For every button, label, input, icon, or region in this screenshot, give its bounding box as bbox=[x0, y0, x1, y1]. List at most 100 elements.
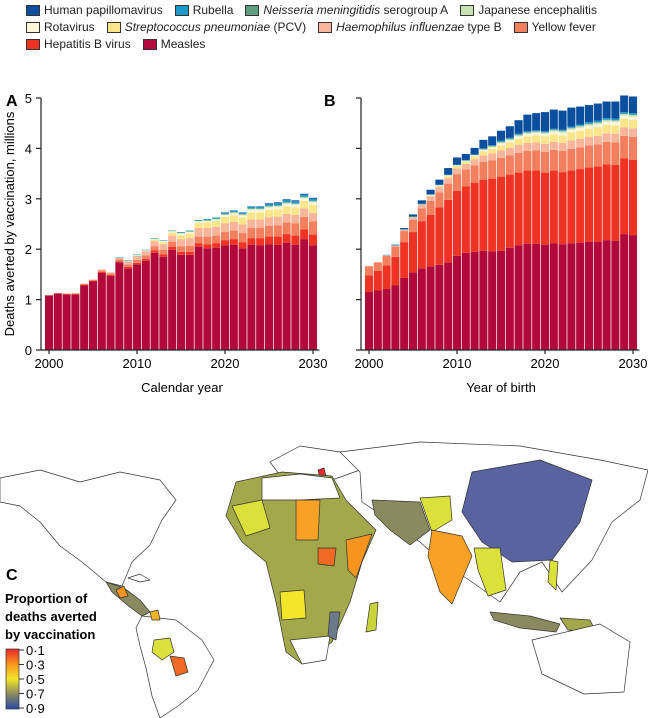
y-axis-label: Deaths averted by vaccination, millions bbox=[2, 111, 17, 336]
bar-pcv-2030 bbox=[628, 119, 638, 129]
bar-hepb-2024 bbox=[576, 169, 585, 243]
bar-rubella-2004 bbox=[400, 229, 409, 230]
bar-measles-2002 bbox=[382, 289, 391, 350]
bar-rubella-2021 bbox=[549, 128, 558, 130]
bar-hepb-2005 bbox=[408, 232, 418, 273]
bar-rubella-2009 bbox=[444, 174, 453, 176]
bar-hib-2009 bbox=[444, 178, 453, 184]
bar-yf-2007 bbox=[426, 200, 435, 215]
bar-hib-2011 bbox=[141, 251, 150, 256]
bar-mena-2030 bbox=[628, 114, 638, 116]
bar-rubella-2009 bbox=[124, 260, 133, 261]
bar-hib-2030 bbox=[628, 128, 638, 137]
bar-hpv-2018 bbox=[523, 114, 532, 132]
bar-rota-2010 bbox=[132, 254, 142, 256]
y-tick-label: 4 bbox=[25, 141, 32, 156]
australia bbox=[531, 623, 631, 695]
bar-pcv-2011 bbox=[461, 161, 470, 165]
bar-hepb-2028 bbox=[291, 235, 300, 245]
bar-pcv-2009 bbox=[444, 176, 453, 179]
bar-hib-2023 bbox=[247, 219, 256, 229]
bar-je-2018 bbox=[203, 220, 212, 221]
bar-rubella-2016 bbox=[185, 230, 194, 232]
bar-je-2013 bbox=[159, 240, 168, 242]
bar-hepb-2012 bbox=[150, 250, 159, 253]
bar-hepb-2011 bbox=[461, 186, 470, 253]
bar-hepb-2021 bbox=[229, 239, 238, 245]
bar-yf-2007 bbox=[106, 273, 115, 275]
bar-rubella-2026 bbox=[273, 203, 282, 206]
bar-yf-2004 bbox=[80, 283, 89, 285]
bar-mena-2018 bbox=[203, 219, 212, 221]
bar-rota-2007 bbox=[426, 194, 435, 196]
y-tick-label: 0 bbox=[25, 343, 32, 358]
bar-yf-2024 bbox=[256, 228, 265, 239]
bar-rota-2008 bbox=[435, 185, 444, 186]
bar-rota-2011 bbox=[141, 250, 150, 251]
bar-hib-2020 bbox=[220, 223, 230, 233]
chad-sudan bbox=[295, 499, 321, 541]
bar-je-2024 bbox=[256, 208, 265, 210]
bar-hib-2028 bbox=[291, 214, 300, 224]
bar-je-2029 bbox=[620, 114, 629, 116]
bar-pcv-2015 bbox=[496, 145, 506, 151]
bar-je-2023 bbox=[567, 128, 576, 130]
bar-je-2016 bbox=[185, 231, 194, 233]
bar-hib-2021 bbox=[549, 141, 558, 150]
bar-hib-2018 bbox=[203, 228, 212, 237]
legend-swatch bbox=[513, 21, 528, 33]
bar-measles-2027 bbox=[602, 240, 611, 350]
bar-rota-2017 bbox=[514, 136, 523, 139]
bar-hpv-2005 bbox=[408, 214, 418, 217]
colorbar-title-1: Proportion of bbox=[5, 591, 88, 606]
bar-mena-2022 bbox=[238, 213, 247, 215]
bar-yf-2002 bbox=[62, 293, 71, 295]
bar-hepb-2016 bbox=[185, 251, 194, 255]
bar-yf-2003 bbox=[391, 246, 400, 257]
bar-pcv-2022 bbox=[238, 217, 247, 225]
bar-hepb-2028 bbox=[611, 165, 620, 241]
indonesia bbox=[489, 611, 561, 633]
bar-measles-2021 bbox=[549, 243, 558, 350]
bar-hib-2019 bbox=[532, 142, 541, 151]
bar-rubella-2030 bbox=[628, 113, 638, 115]
madagascar bbox=[365, 601, 379, 633]
colorbar-title-2: deaths averted bbox=[5, 609, 97, 624]
bar-pcv-2010 bbox=[132, 255, 142, 256]
bar-yf-2018 bbox=[523, 150, 532, 171]
bar-hepb-2015 bbox=[496, 176, 506, 251]
bar-mena-2023 bbox=[567, 127, 576, 129]
bar-yf-2011 bbox=[461, 169, 470, 187]
bar-hpv-2016 bbox=[505, 126, 514, 138]
bar-hepb-2016 bbox=[505, 174, 514, 248]
bar-yf-2003 bbox=[71, 293, 80, 295]
bar-je-2015 bbox=[496, 142, 506, 144]
bar-rota-2014 bbox=[168, 231, 177, 233]
bar-mena-2017 bbox=[514, 134, 523, 136]
legend-row: Hepatitis B virus Measles bbox=[26, 36, 646, 52]
bar-measles-2001 bbox=[373, 290, 382, 350]
bar-measles-2009 bbox=[124, 268, 133, 350]
bar-measles-2029 bbox=[300, 239, 309, 350]
bar-hpv-2030 bbox=[308, 197, 318, 199]
bar-rubella-2023 bbox=[247, 206, 256, 209]
legend-swatch bbox=[318, 21, 333, 33]
bar-rota-2017 bbox=[194, 221, 203, 223]
bar-measles-2012 bbox=[150, 252, 159, 350]
bar-pcv-2023 bbox=[247, 212, 256, 220]
bar-mena-2026 bbox=[273, 205, 282, 206]
bar-measles-2015 bbox=[176, 254, 186, 350]
bar-measles-2014 bbox=[168, 249, 177, 350]
bar-hpv-2023 bbox=[247, 206, 256, 207]
bar-rota-2019 bbox=[532, 132, 541, 136]
bar-rota-2014 bbox=[488, 147, 497, 149]
bar-rota-2026 bbox=[273, 206, 282, 210]
bar-mena-2016 bbox=[505, 138, 514, 140]
bar-hpv-2027 bbox=[602, 101, 611, 119]
bar-je-2030 bbox=[628, 115, 638, 117]
bar-rubella-2007 bbox=[426, 194, 435, 195]
bar-hib-2002 bbox=[382, 255, 391, 256]
bar-measles-2026 bbox=[273, 244, 282, 350]
bar-pcv-2005 bbox=[408, 216, 418, 218]
legend-item-hpv: Human papillomavirus bbox=[26, 2, 163, 18]
